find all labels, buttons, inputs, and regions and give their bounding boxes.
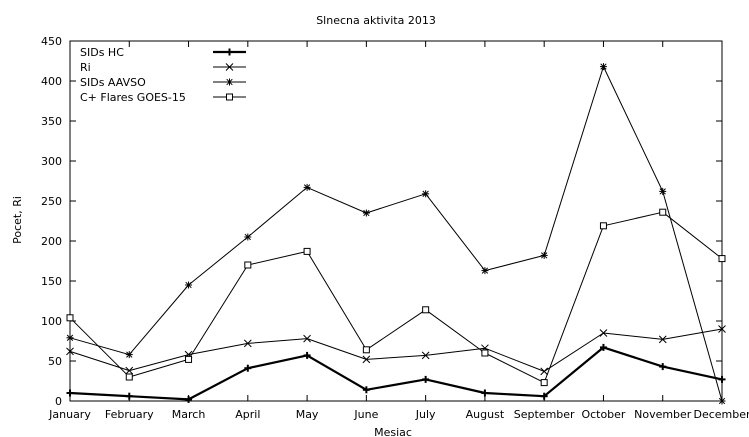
point-s0-6 (422, 375, 430, 383)
point-s3-9 (599, 222, 607, 230)
y-tick-label-3: 150 (41, 275, 62, 288)
point-s3-7 (481, 349, 489, 357)
point-s1-11 (718, 325, 726, 333)
legend-label-1: Ri (80, 61, 91, 74)
y-tick-label-6: 300 (41, 155, 62, 168)
point-s0-3 (244, 364, 252, 372)
point-s1-4 (303, 334, 311, 343)
point-s0-9 (599, 343, 607, 351)
y-tick-label-2: 100 (41, 315, 62, 328)
point-s2-10 (659, 187, 667, 195)
x-tick-label-0: January (48, 408, 91, 421)
y-tick-label-7: 350 (41, 115, 62, 128)
point-s2-7 (481, 267, 489, 275)
point-s2-5 (362, 209, 370, 217)
axes: 0 50 100 150 200 250 300 350 400 450 January Februa… (41, 35, 749, 421)
y-tick-label-5: 250 (41, 195, 62, 208)
x-tick-label-8: September (514, 408, 575, 421)
point-s0-4 (303, 351, 311, 359)
y-tick-label-8: 400 (41, 75, 62, 88)
point-s1-10 (658, 335, 667, 344)
point-s2-11 (718, 397, 726, 405)
x-axis-label: Mesiac (374, 426, 412, 437)
series-line-2 (69, 66, 723, 402)
point-s1-6 (421, 351, 430, 360)
series-line-3 (69, 211, 723, 384)
point-s1-8 (540, 367, 549, 376)
chart-title: Slnecna aktivita 2013 (316, 14, 436, 27)
x-tick-label-11: December (693, 408, 749, 421)
series-line-1 (69, 328, 723, 372)
point-s2-6 (422, 190, 430, 198)
point-s1-9 (599, 329, 608, 337)
point-s2-9 (599, 63, 607, 71)
point-s3-0 (66, 314, 74, 322)
point-s1-3 (243, 339, 252, 348)
point-s0-7 (481, 389, 489, 397)
point-s2-0 (66, 334, 74, 342)
x-tick-label-7: August (466, 408, 505, 421)
y-tick-label-1: 50 (48, 355, 62, 368)
point-s1-0 (66, 347, 74, 356)
y-tick-label-9: 450 (41, 35, 62, 48)
x-tick-label-10: November (634, 408, 692, 421)
x-tick-label-3: April (235, 408, 260, 421)
legend-marker-1 (225, 63, 234, 71)
plot-frame (69, 40, 723, 402)
y-tick-label-0: 0 (55, 395, 62, 408)
point-s0-0 (66, 389, 74, 397)
point-s3-5 (362, 346, 370, 354)
legend-marker-0 (226, 48, 233, 56)
point-s2-3 (244, 233, 252, 241)
point-s3-11 (718, 255, 726, 263)
x-tick-label-5: June (353, 408, 378, 421)
point-s3-6 (422, 306, 430, 314)
point-s3-1 (125, 373, 133, 381)
legend-label-3: C+ Flares GOES-15 (80, 91, 186, 104)
legend: SIDs HC Ri SIDs AAVSO C+ Flares GOES-15 (80, 46, 246, 104)
x-tick-label-6: July (415, 408, 436, 421)
point-s1-1 (125, 366, 134, 375)
point-s0-5 (362, 386, 370, 394)
point-s2-8 (540, 251, 548, 259)
point-s0-11 (718, 375, 726, 383)
legend-label-2: SIDs AAVSO (80, 76, 146, 89)
series-line-0 (69, 346, 723, 401)
x-tick-label-1: February (105, 408, 154, 421)
point-s3-10 (659, 208, 667, 216)
legend-marker-2 (226, 78, 233, 86)
point-s3-8 (540, 379, 548, 387)
point-s0-1 (125, 392, 133, 400)
x-tick-label-4: May (296, 408, 319, 421)
x-tick-label-2: March (172, 408, 206, 421)
point-s2-4 (303, 183, 311, 191)
legend-label-0: SIDs HC (80, 46, 124, 59)
point-s0-2 (185, 395, 193, 403)
point-s3-3 (244, 261, 252, 269)
point-s2-2 (185, 281, 193, 289)
legend-marker-3 (226, 93, 233, 101)
point-s0-8 (540, 392, 548, 400)
y-axis-label: Pocet, Ri (11, 196, 24, 244)
point-s3-2 (185, 355, 193, 363)
point-s1-5 (362, 355, 371, 364)
point-s2-1 (125, 351, 133, 359)
y-tick-label-4: 200 (41, 235, 62, 248)
point-s3-4 (303, 247, 311, 255)
point-s0-10 (659, 363, 667, 371)
x-tick-label-9: October (581, 408, 625, 421)
series-group (66, 63, 726, 405)
